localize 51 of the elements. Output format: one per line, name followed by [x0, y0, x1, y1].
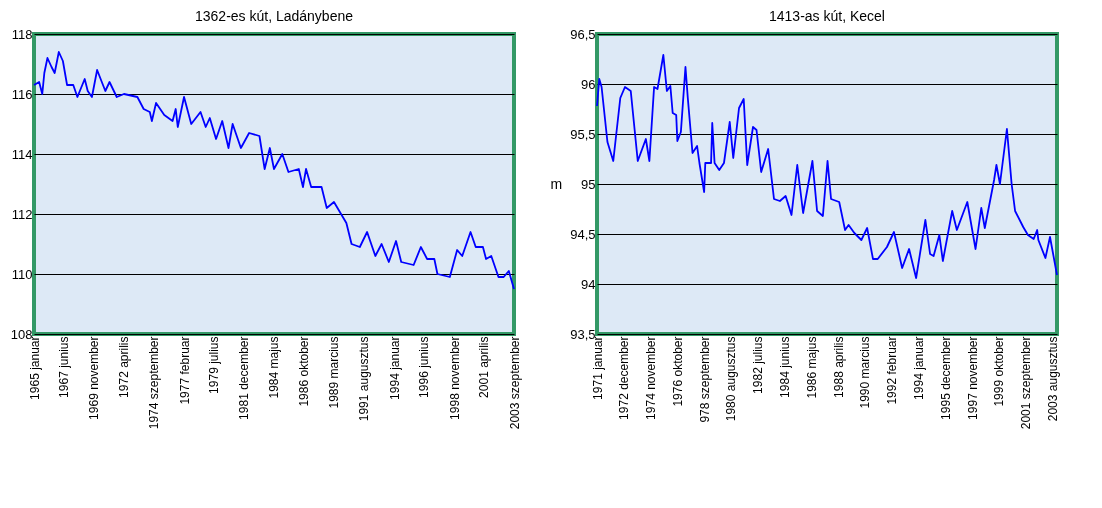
x-tick-label: 1976 oktober — [670, 336, 685, 407]
y-tick-label: 118 — [11, 26, 33, 42]
x-tick-label: 1994 januar — [387, 336, 402, 400]
x-tick-label: 1982 julius — [751, 336, 766, 394]
chart-title: 1362-es kút, Ladánybene — [194, 8, 354, 24]
y-tick-label: 93,5 — [570, 326, 596, 342]
y-tick-label: 96,5 — [570, 26, 596, 42]
y-tick-label: 95 — [581, 176, 596, 192]
y-tick-label: 96 — [581, 76, 596, 92]
x-tick-label: 1991 augusztus — [357, 336, 372, 422]
x-tick-label: 1989 marcius — [327, 336, 342, 409]
x-tick-label: 1995 december — [938, 336, 953, 420]
x-tick-label: 1986 oktober — [297, 336, 312, 407]
x-tick-label: 1979 julius — [207, 336, 222, 394]
y-tick-label: 95,5 — [570, 126, 596, 142]
x-tick-label: 1980 augusztus — [724, 336, 739, 422]
y-tick-label: 108 — [10, 326, 33, 342]
x-tick-label: 1988 aprilis — [831, 336, 846, 398]
chart-title: 1413-as kút, Kecel — [769, 8, 885, 24]
y-tick-label: 94,5 — [570, 226, 596, 242]
x-tick-label: 1994 januar — [911, 336, 926, 400]
y-tick-label: 110 — [11, 266, 33, 282]
x-tick-label: 1974 november — [644, 336, 659, 420]
x-tick-label: 1981 december — [237, 336, 252, 420]
x-tick-label: 1972 aprilis — [117, 336, 132, 398]
x-tick-label: 1986 majus — [804, 336, 819, 399]
x-tick-label: 1974 szeptember — [147, 336, 162, 430]
x-tick-label: 978 szeptember — [697, 336, 712, 423]
line-series — [596, 54, 1058, 279]
x-tick-label: 2001 szeptember — [1019, 336, 1034, 430]
y-tick-label: 94 — [581, 276, 596, 292]
x-tick-label: 1969 november — [87, 336, 102, 420]
y-tick-label: 112 — [11, 206, 33, 222]
x-tick-label: 1990 marcius — [858, 336, 873, 409]
y-axis-title: m — [550, 175, 563, 192]
x-tick-label: 1996 junius — [417, 336, 432, 398]
y-tick-label: 114 — [11, 146, 33, 162]
x-tick-label: 1972 december — [617, 336, 632, 420]
x-tick-label: 1998 november — [447, 336, 462, 420]
y-tick-label: 116 — [11, 86, 33, 102]
x-tick-label: 1997 november — [965, 336, 980, 420]
x-tick-label: 2001 aprilis — [477, 336, 492, 398]
x-tick-label: 1984 majus — [267, 336, 282, 399]
x-tick-label: 1999 oktober — [992, 336, 1007, 407]
x-tick-label: 1984 junius — [777, 336, 792, 398]
x-tick-label: 2003 augusztus — [1045, 336, 1060, 422]
x-tick-label: 2003 szeptember — [507, 336, 522, 430]
line-series — [33, 51, 515, 290]
x-tick-label: 1977 februar — [177, 336, 192, 405]
x-tick-label: 1967 junius — [57, 336, 72, 398]
x-tick-label: 1992 februar — [885, 336, 900, 405]
